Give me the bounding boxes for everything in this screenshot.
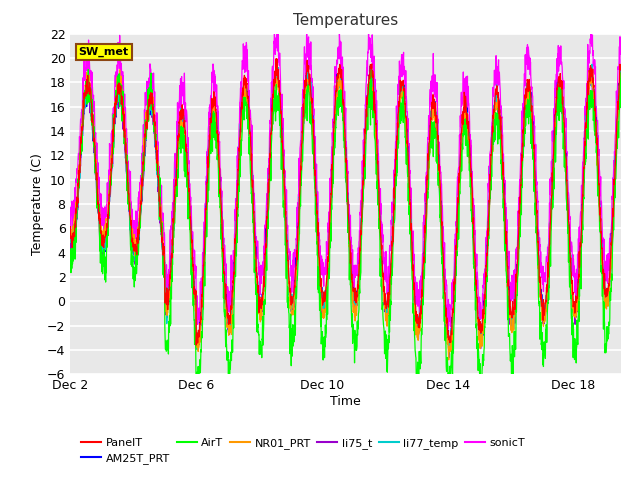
X-axis label: Time: Time <box>330 395 361 408</box>
Text: SW_met: SW_met <box>79 47 129 58</box>
Legend: PanelT, AM25T_PRT, AirT, NR01_PRT, li75_t, li77_temp, sonicT: PanelT, AM25T_PRT, AirT, NR01_PRT, li75_… <box>81 438 525 464</box>
Title: Temperatures: Temperatures <box>293 13 398 28</box>
Y-axis label: Temperature (C): Temperature (C) <box>31 153 44 255</box>
